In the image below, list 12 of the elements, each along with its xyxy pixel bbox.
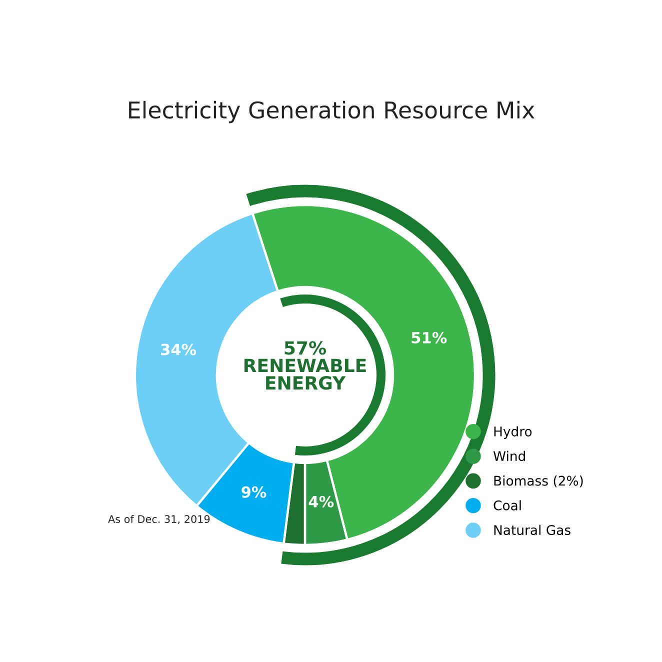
legend-label: Biomass (2%): [494, 476, 583, 488]
chart-title: Electricity Generation Resource Mix: [129, 100, 534, 124]
data-label: 4%: [308, 496, 334, 508]
text: As of Dec. 31, 2019: [108, 514, 210, 524]
legend-label: Coal: [494, 500, 521, 510]
data-label: 51%: [412, 332, 447, 344]
text: 57% RENEWABLE ENERGY: [244, 341, 366, 390]
data-label: 34%: [161, 344, 196, 356]
legend-label: Wind: [493, 450, 525, 462]
data-label: 9%: [242, 486, 266, 498]
legend-label: Hydro: [494, 426, 532, 440]
legend-label: Natural Gas: [494, 524, 570, 536]
